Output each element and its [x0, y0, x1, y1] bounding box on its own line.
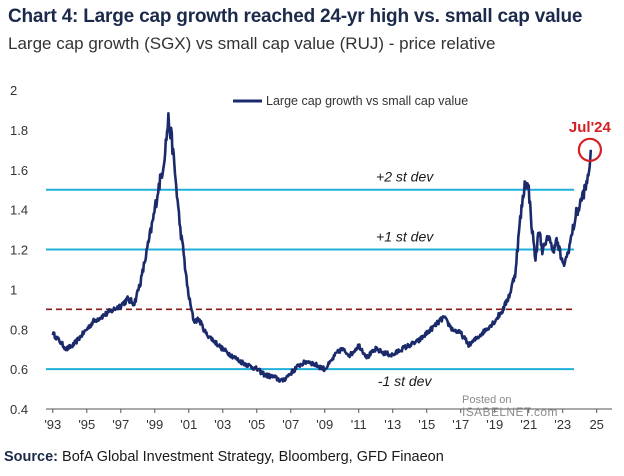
- x-tick-label: '05: [248, 417, 265, 432]
- x-tick-label: '03: [214, 417, 231, 432]
- source-label: Source:: [4, 449, 58, 465]
- y-tick-label: 1.2: [10, 243, 28, 258]
- x-tick-label: 25: [589, 417, 603, 432]
- chart-subtitle: Large cap growth (SGX) vs small cap valu…: [8, 34, 496, 53]
- x-tick-label: '11: [351, 417, 367, 432]
- x-tick-label: '93: [44, 417, 61, 432]
- y-tick-label: 2: [10, 83, 17, 98]
- x-tick-label: '17: [452, 417, 469, 432]
- legend-label: Large cap growth vs small cap value: [266, 94, 468, 108]
- reference-lines: +2 st dev +1 st dev -1 st dev: [46, 169, 574, 389]
- source-text: BofA Global Investment Strategy, Bloombe…: [58, 449, 444, 465]
- annotation-circle: [577, 137, 603, 162]
- std-dev-label-0: +2 st dev: [376, 169, 434, 185]
- x-tick-label: '19: [486, 417, 503, 432]
- y-tick-label: 0.4: [10, 402, 28, 417]
- x-tick-label: '21: [520, 417, 537, 432]
- annotation: Jul'24: [569, 119, 612, 162]
- y-tick-label: 0.8: [10, 322, 28, 337]
- watermark-line1: Posted on: [462, 394, 512, 406]
- std-dev-label-2: -1 st dev: [378, 373, 433, 389]
- y-tick-label: 1.8: [10, 123, 28, 138]
- y-axis: 0.4 0.6 0.8 1 1.2 1.4 1.6 1.8 2: [10, 83, 28, 417]
- std-dev-label-1: +1 st dev: [376, 229, 434, 245]
- x-tick-label: '99: [146, 417, 163, 432]
- watermark-line2: ISABELNET.com: [462, 405, 558, 419]
- x-tick-label: '01: [180, 417, 197, 432]
- source-note: Source: BofA Global Investment Strategy,…: [4, 449, 444, 465]
- x-tick-label: '13: [384, 417, 401, 432]
- x-tick-label: '15: [418, 417, 435, 432]
- legend: Large cap growth vs small cap value: [233, 94, 468, 108]
- x-tick-label: '97: [112, 417, 129, 432]
- annotation-label: Jul'24: [569, 119, 612, 136]
- y-tick-label: 1: [10, 282, 17, 297]
- x-tick-label: '23: [554, 417, 571, 432]
- series-line: [51, 112, 593, 383]
- x-tick-label: '07: [282, 417, 299, 432]
- y-tick-label: 0.6: [10, 362, 28, 377]
- x-tick-label: '95: [78, 417, 95, 432]
- y-tick-label: 1.6: [10, 163, 28, 178]
- x-tick-label: '09: [316, 417, 333, 432]
- series-layer: [51, 112, 593, 383]
- x-axis: '93 '95 '97 '99 '01 '03 '05 '07 '09 '11 '13 '15 '17 '…: [44, 408, 612, 432]
- watermark: Posted on ISABELNET.com: [462, 394, 558, 418]
- y-tick-label: 1.4: [10, 203, 28, 218]
- chart-title: Chart 4: Large cap growth reached 24-yr …: [8, 6, 583, 27]
